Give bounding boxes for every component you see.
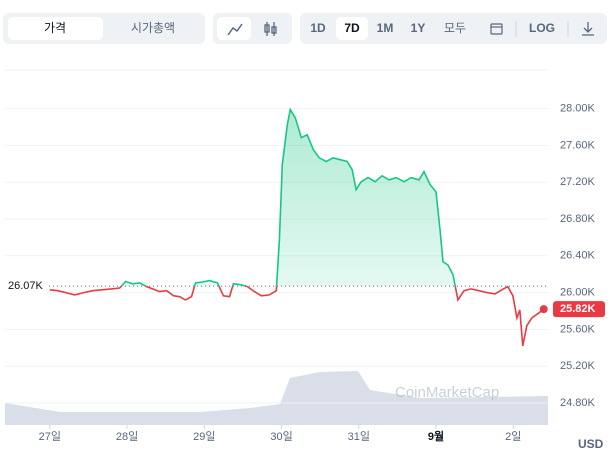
x-tick-label: 9월 xyxy=(428,429,444,443)
tab[interactable]: 시가총액 xyxy=(131,21,175,35)
range-button[interactable]: 1D xyxy=(310,21,326,35)
x-tick-label: 31일 xyxy=(348,429,370,443)
x-tick-label: 30일 xyxy=(270,429,292,443)
last-point xyxy=(539,305,548,314)
currency: USD xyxy=(578,437,604,451)
price-line-up xyxy=(120,107,509,287)
y-tick-label: 27.20K xyxy=(560,176,596,188)
x-tick-label: 2일 xyxy=(505,429,521,443)
range-button[interactable]: 모두 xyxy=(444,21,466,35)
y-tick-label: 26.00K xyxy=(560,286,596,298)
tab[interactable]: 가격 xyxy=(44,21,66,35)
range-group xyxy=(300,13,607,44)
last-label: 25.82K xyxy=(560,303,596,315)
y-tick-label: 25.20K xyxy=(560,360,596,372)
range-button[interactable]: 1Y xyxy=(411,21,426,35)
calendar-icon[interactable] xyxy=(490,23,503,35)
price-line-down xyxy=(49,286,545,347)
reference-label-bg xyxy=(4,278,48,295)
x-tick-label: 29일 xyxy=(193,429,215,443)
range-button[interactable]: 7D xyxy=(344,21,360,35)
y-tick-label: 26.40K xyxy=(560,250,596,262)
y-tick-label: 25.60K xyxy=(560,323,596,335)
tab-active[interactable] xyxy=(8,17,103,40)
watermark: CoinMarketCap xyxy=(395,384,499,401)
range-button[interactable]: 1M xyxy=(377,21,394,35)
y-tick-label: 28.00K xyxy=(560,103,596,115)
candle-icon[interactable] xyxy=(264,22,277,36)
price-area xyxy=(121,109,456,287)
y-tick-label: 26.80K xyxy=(560,213,596,225)
y-tick-label: 27.60K xyxy=(560,139,596,151)
line-icon xyxy=(227,23,243,36)
x-tick-label: 28일 xyxy=(116,429,138,443)
reference-label: 26.07K xyxy=(8,280,44,292)
volume-area xyxy=(5,371,548,425)
log-button[interactable]: LOG xyxy=(529,21,555,35)
x-tick-label: 27일 xyxy=(39,429,61,443)
toolbar: 가격 시가총액 1D 7D 1M 1Y 모두 LOG xyxy=(3,13,607,44)
last-label-bg xyxy=(553,301,605,318)
download-icon[interactable] xyxy=(582,22,594,36)
range-active[interactable] xyxy=(336,17,368,40)
y-tick-label: 24.80K xyxy=(560,397,596,409)
